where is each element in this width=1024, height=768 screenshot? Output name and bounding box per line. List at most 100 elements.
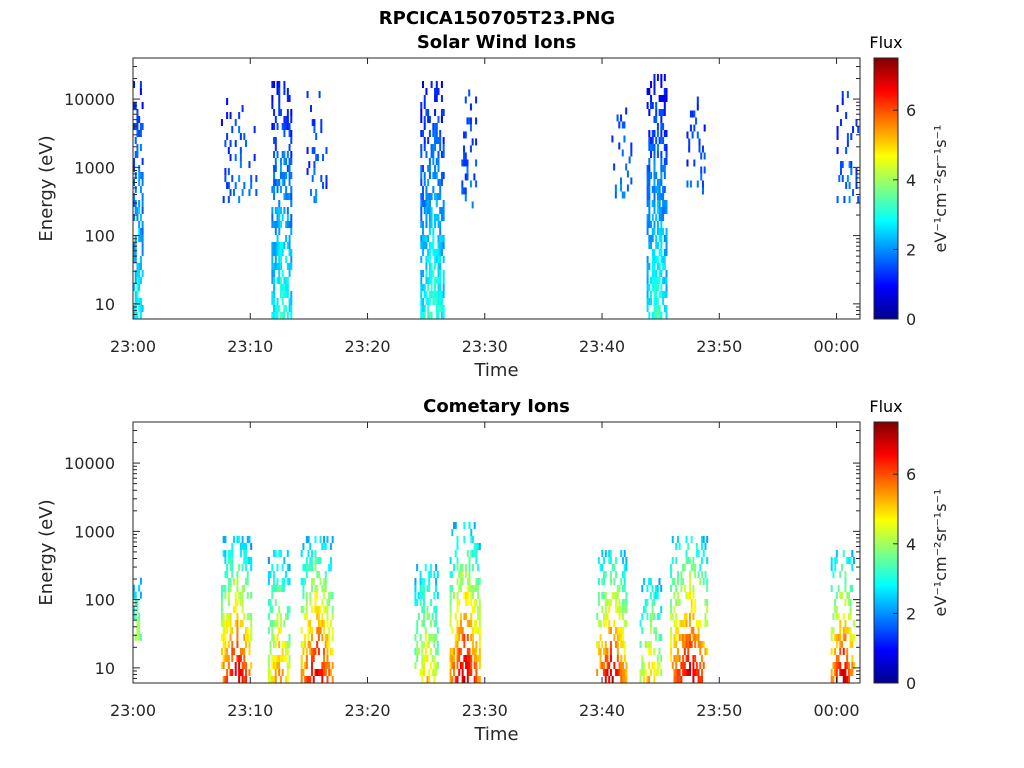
heatmap-cell bbox=[466, 159, 469, 167]
heatmap-cell bbox=[269, 676, 272, 683]
heatmap-cell bbox=[285, 158, 288, 165]
heatmap-cell bbox=[458, 585, 461, 592]
heatmap-cell bbox=[650, 172, 653, 179]
heatmap-cell bbox=[648, 648, 651, 655]
heatmap-cell bbox=[138, 626, 141, 634]
heatmap-cell bbox=[250, 182, 253, 190]
heatmap-cell bbox=[625, 669, 628, 676]
heatmap-cell bbox=[437, 263, 440, 270]
heatmap-cell bbox=[613, 620, 616, 627]
heatmap-cell bbox=[433, 620, 436, 627]
heatmap-cell bbox=[701, 536, 704, 543]
heatmap-cell bbox=[439, 256, 442, 263]
heatmap-cell bbox=[466, 669, 469, 676]
heatmap-cell bbox=[442, 277, 445, 284]
heatmap-cell bbox=[675, 641, 678, 648]
heatmap-cell bbox=[461, 669, 464, 676]
heatmap-cell bbox=[830, 585, 833, 592]
heatmap-cell bbox=[473, 627, 476, 634]
heatmap-cell bbox=[847, 676, 850, 683]
heatmap-cell bbox=[651, 277, 654, 284]
heatmap-cell bbox=[692, 676, 695, 683]
heatmap-cell bbox=[283, 172, 286, 179]
heatmap-cell bbox=[599, 620, 602, 627]
heatmap-cell bbox=[325, 175, 328, 183]
heatmap-cell bbox=[847, 592, 850, 599]
heatmap-cell bbox=[650, 137, 653, 144]
heatmap-cell bbox=[608, 627, 611, 634]
heatmap-cell bbox=[621, 599, 624, 606]
heatmap-cell bbox=[428, 116, 431, 123]
heatmap-cell bbox=[274, 305, 277, 312]
heatmap-cell bbox=[655, 172, 658, 179]
heatmap-cell bbox=[678, 543, 681, 550]
heatmap-cell bbox=[604, 571, 607, 578]
heatmap-cell bbox=[834, 634, 837, 641]
heatmap-cell bbox=[834, 557, 837, 564]
heatmap-cell bbox=[271, 102, 274, 109]
y-axis-label: Energy (eV) bbox=[36, 499, 57, 605]
heatmap-cell bbox=[425, 193, 428, 200]
heatmap-cell bbox=[276, 634, 279, 641]
heatmap-cell bbox=[430, 291, 433, 298]
heatmap-cell bbox=[322, 154, 325, 162]
heatmap-cell bbox=[618, 669, 621, 676]
heatmap-cell bbox=[136, 277, 139, 284]
heatmap-cell bbox=[630, 177, 633, 185]
heatmap-cell bbox=[243, 634, 246, 641]
heatmap-cell bbox=[621, 606, 624, 613]
heatmap-cell bbox=[316, 606, 319, 613]
heatmap-cell bbox=[665, 95, 668, 102]
heatmap-cell bbox=[255, 175, 258, 183]
heatmap-cell bbox=[675, 557, 678, 564]
heatmap-cell bbox=[300, 550, 303, 557]
heatmap-cell bbox=[267, 627, 270, 634]
heatmap-cell bbox=[423, 95, 426, 102]
heatmap-cell bbox=[621, 191, 624, 199]
heatmap-cell bbox=[279, 627, 282, 634]
heatmap-cell bbox=[662, 137, 665, 144]
heatmap-cell bbox=[623, 655, 626, 662]
heatmap-cell bbox=[425, 214, 428, 221]
heatmap-cell bbox=[626, 170, 629, 178]
heatmap-cell bbox=[239, 655, 242, 662]
heatmap-cell bbox=[649, 578, 652, 585]
heatmap-cell bbox=[653, 179, 656, 186]
heatmap-cell bbox=[655, 270, 658, 277]
heatmap-cell bbox=[134, 249, 137, 256]
heatmap-cell bbox=[421, 662, 424, 669]
heatmap-cell bbox=[836, 133, 839, 141]
heatmap-cell bbox=[136, 263, 139, 270]
heatmap-cell bbox=[688, 634, 691, 641]
heatmap-cell bbox=[646, 298, 649, 305]
heatmap-cell bbox=[692, 585, 695, 592]
heatmap-cell bbox=[839, 119, 843, 127]
heatmap-cell bbox=[430, 207, 433, 214]
heatmap-cell bbox=[434, 95, 437, 102]
heatmap-cell bbox=[468, 117, 471, 125]
heatmap-cell bbox=[847, 613, 850, 620]
heatmap-cell bbox=[420, 270, 423, 277]
heatmap-cell bbox=[436, 592, 439, 599]
heatmap-cell bbox=[439, 207, 442, 214]
heatmap-cell bbox=[246, 627, 249, 634]
heatmap-cell bbox=[442, 207, 445, 214]
y-tick-label: 100 bbox=[84, 227, 115, 246]
heatmap-cell bbox=[844, 585, 847, 592]
heatmap-cell bbox=[271, 655, 274, 662]
heatmap-cell bbox=[432, 242, 435, 249]
heatmap-cell bbox=[698, 145, 701, 153]
heatmap-cell bbox=[688, 641, 691, 648]
heatmap-cell bbox=[136, 605, 139, 613]
heatmap-cell bbox=[290, 158, 293, 165]
heatmap-cell bbox=[139, 312, 142, 319]
heatmap-cell bbox=[655, 585, 658, 592]
x-tick-label: 23:00 bbox=[110, 701, 156, 720]
heatmap-cell bbox=[842, 613, 845, 620]
heatmap-cell bbox=[134, 207, 137, 214]
heatmap-cell bbox=[844, 578, 847, 585]
heatmap-cell bbox=[435, 123, 438, 130]
heatmap-cell bbox=[646, 263, 649, 270]
heatmap-cell bbox=[648, 130, 651, 137]
heatmap-cell bbox=[248, 641, 251, 648]
